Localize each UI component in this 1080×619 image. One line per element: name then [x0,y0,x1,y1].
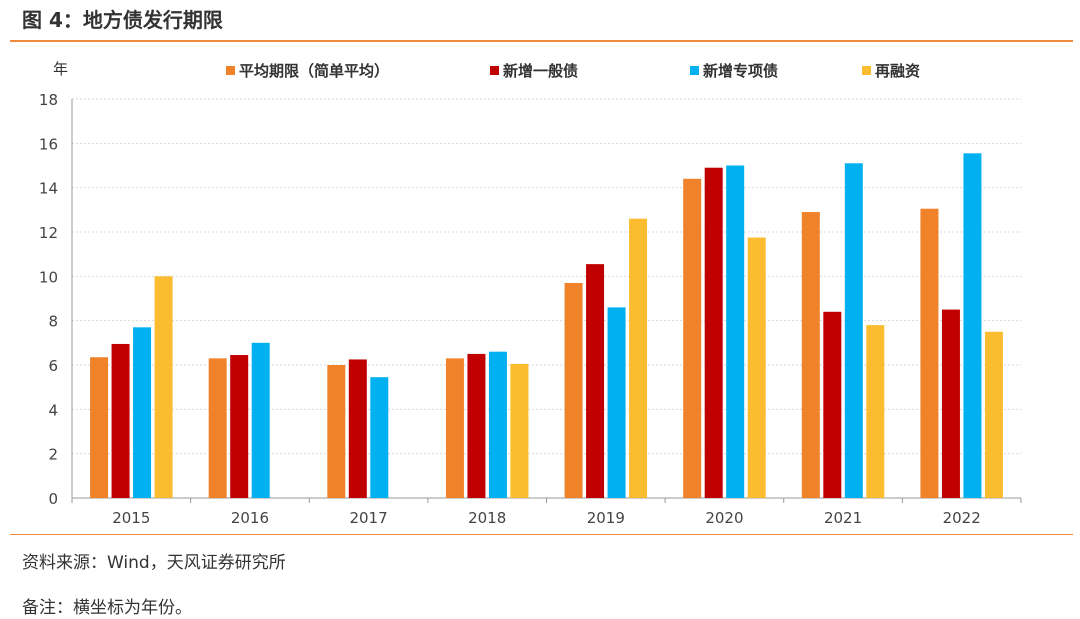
y-axis-label: 年 [53,60,68,78]
source-note: 资料来源：Wind，天风证券研究所 [22,553,286,573]
bar [586,264,605,498]
y-tick-label: 8 [48,313,58,331]
bar [747,237,766,498]
x-tick-label: 2022 [943,509,981,527]
legend-label: 再融资 [875,62,920,80]
legend-label: 平均期限（简单平均） [239,62,389,80]
y-tick-label: 18 [39,91,58,109]
bar [111,343,130,498]
bar [348,359,367,498]
x-tick-label: 2020 [705,509,743,527]
legend-swatch [862,66,871,75]
bar [467,353,486,498]
bar [230,355,249,498]
bar [963,153,982,498]
bar [154,276,173,498]
legend-label: 新增一般债 [503,62,578,80]
bar [629,218,648,498]
x-tick-label: 2019 [587,509,625,527]
bar [488,351,507,498]
x-tick-label: 2018 [468,509,506,527]
bar [251,342,270,498]
bar [445,358,464,498]
bar [823,311,842,498]
bar [133,327,152,498]
bar [801,212,820,499]
legend-swatch [490,66,499,75]
bar [844,163,863,499]
bar [941,309,960,498]
bar [370,377,389,498]
x-tick-label: 2021 [824,509,862,527]
bar [984,331,1003,498]
figure-title: 图 4：地方债发行期限 [22,8,223,32]
bar [704,167,723,498]
y-tick-label: 2 [48,446,58,464]
x-tick-label: 2016 [231,509,269,527]
legend: 平均期限（简单平均） 新增一般债 新增专项债 再融资 [226,62,920,80]
title-divider [10,40,1073,42]
bar-chart: 0 2 4 6 8 10 12 14 16 18 年 2015 2016 2017 2018 2019 2020… [39,60,1022,527]
legend-label: 新增专项债 [703,62,778,80]
footer-divider [10,534,1073,535]
y-tick-label: 0 [48,490,58,508]
axes: 0 2 4 6 8 10 12 14 16 18 年 2015 2016 2017 2018 2019 2020… [39,60,1022,527]
bar [920,208,939,498]
bar [564,282,583,498]
legend-swatch [690,66,699,75]
x-tick-label: 2015 [112,509,150,527]
y-tick-label: 14 [39,180,58,198]
y-tick-label: 10 [39,268,58,286]
bar [90,357,109,498]
bar [510,363,529,498]
legend-swatch [226,66,235,75]
bar [607,307,626,498]
y-tick-label: 4 [48,401,58,419]
bar [208,358,227,498]
bar [683,178,702,499]
bar [327,365,346,498]
y-tick-label: 12 [39,224,58,242]
remark-note: 备注：横坐标为年份。 [22,598,192,618]
bar [726,165,745,498]
bar [866,325,885,498]
bars [90,153,1003,499]
x-tick-label: 2017 [349,509,387,527]
y-tick-label: 6 [48,357,58,375]
y-tick-label: 16 [39,135,58,153]
